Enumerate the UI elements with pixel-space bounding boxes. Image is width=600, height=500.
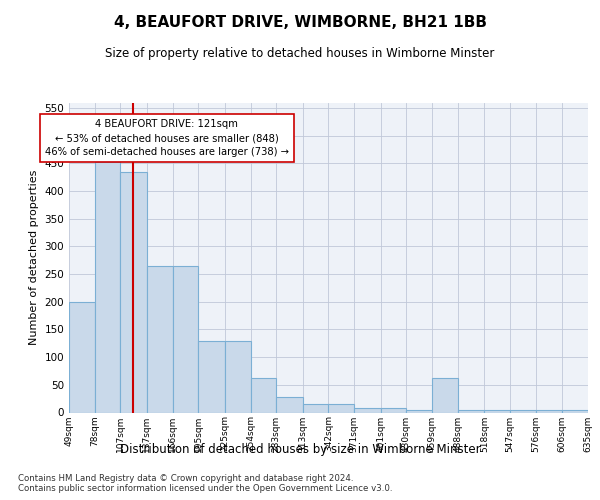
Text: 4 BEAUFORT DRIVE: 121sqm
← 53% of detached houses are smaller (848)
46% of semi-: 4 BEAUFORT DRIVE: 121sqm ← 53% of detach…	[45, 119, 289, 157]
Bar	[121, 172, 147, 412]
Bar	[199, 340, 225, 412]
Bar	[147, 266, 173, 412]
Bar	[406, 410, 432, 412]
Bar	[562, 410, 588, 412]
Bar	[225, 340, 251, 412]
Text: Contains HM Land Registry data © Crown copyright and database right 2024.: Contains HM Land Registry data © Crown c…	[18, 474, 353, 483]
Bar	[354, 408, 381, 412]
Bar	[69, 302, 95, 412]
Text: Distribution of detached houses by size in Wimborne Minster: Distribution of detached houses by size …	[119, 442, 481, 456]
Bar	[484, 410, 510, 412]
Bar	[510, 410, 536, 412]
Bar	[536, 410, 562, 412]
Bar	[329, 404, 354, 412]
Bar	[381, 408, 406, 412]
Text: Size of property relative to detached houses in Wimborne Minster: Size of property relative to detached ho…	[106, 48, 494, 60]
Text: Contains public sector information licensed under the Open Government Licence v3: Contains public sector information licen…	[18, 484, 392, 493]
Text: 4, BEAUFORT DRIVE, WIMBORNE, BH21 1BB: 4, BEAUFORT DRIVE, WIMBORNE, BH21 1BB	[113, 15, 487, 30]
Bar	[276, 397, 303, 412]
Y-axis label: Number of detached properties: Number of detached properties	[29, 170, 39, 345]
Bar	[458, 410, 484, 412]
Bar	[95, 162, 121, 412]
Bar	[173, 266, 199, 412]
Bar	[251, 378, 276, 412]
Bar	[303, 404, 329, 412]
Bar	[432, 378, 458, 412]
